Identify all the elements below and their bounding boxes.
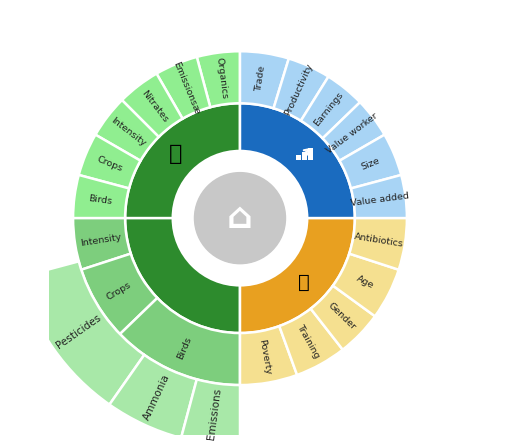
Text: Training: Training — [295, 323, 321, 360]
Wedge shape — [125, 218, 240, 333]
Wedge shape — [20, 261, 144, 405]
Text: Earnings: Earnings — [312, 90, 345, 128]
Text: Crops: Crops — [96, 155, 124, 173]
Wedge shape — [79, 135, 140, 188]
Text: 🌱: 🌱 — [169, 144, 182, 164]
Wedge shape — [95, 100, 159, 161]
Wedge shape — [349, 218, 407, 270]
Text: Antibiotics: Antibiotics — [354, 232, 404, 248]
Text: Emissions: Emissions — [206, 387, 222, 440]
Wedge shape — [240, 103, 355, 218]
Text: Organics: Organics — [214, 57, 229, 100]
Wedge shape — [73, 218, 131, 270]
Wedge shape — [181, 380, 240, 446]
Text: Poverty: Poverty — [257, 339, 272, 376]
Wedge shape — [122, 74, 182, 137]
Text: Value added: Value added — [350, 191, 410, 208]
Text: Intensity: Intensity — [109, 116, 147, 149]
Text: ⌂: ⌂ — [227, 201, 253, 235]
Wedge shape — [156, 57, 210, 119]
Wedge shape — [311, 286, 375, 350]
Text: Birds: Birds — [176, 335, 194, 360]
Wedge shape — [240, 326, 297, 385]
Text: Emissionsæ: Emissionsæ — [171, 60, 201, 116]
Text: Age: Age — [355, 274, 376, 290]
Text: Intensity: Intensity — [80, 232, 122, 248]
Wedge shape — [120, 298, 240, 385]
Text: Pesticides: Pesticides — [54, 312, 103, 350]
Text: Size: Size — [360, 157, 381, 172]
Wedge shape — [110, 355, 197, 438]
Text: 👥: 👥 — [298, 273, 310, 292]
Wedge shape — [339, 135, 401, 188]
Wedge shape — [351, 175, 407, 218]
Text: Birds: Birds — [88, 194, 113, 206]
Wedge shape — [273, 58, 328, 121]
Bar — [308, 148, 313, 160]
Circle shape — [195, 173, 286, 264]
Text: Crops: Crops — [105, 280, 133, 301]
Wedge shape — [333, 254, 398, 316]
Text: Gender: Gender — [326, 301, 357, 331]
Text: Value worker: Value worker — [325, 111, 380, 156]
Wedge shape — [73, 175, 129, 218]
Wedge shape — [197, 51, 240, 107]
Wedge shape — [301, 77, 360, 138]
Text: Ammonia: Ammonia — [142, 372, 172, 421]
Bar — [302, 152, 306, 160]
Text: Productivity: Productivity — [282, 62, 314, 117]
Bar — [296, 155, 301, 160]
Wedge shape — [279, 309, 343, 375]
Wedge shape — [240, 218, 355, 333]
Text: Trade: Trade — [254, 65, 267, 92]
Wedge shape — [81, 254, 157, 334]
Text: Nitrates: Nitrates — [139, 89, 169, 124]
Wedge shape — [125, 103, 240, 218]
Wedge shape — [240, 51, 289, 108]
Wedge shape — [322, 102, 385, 161]
